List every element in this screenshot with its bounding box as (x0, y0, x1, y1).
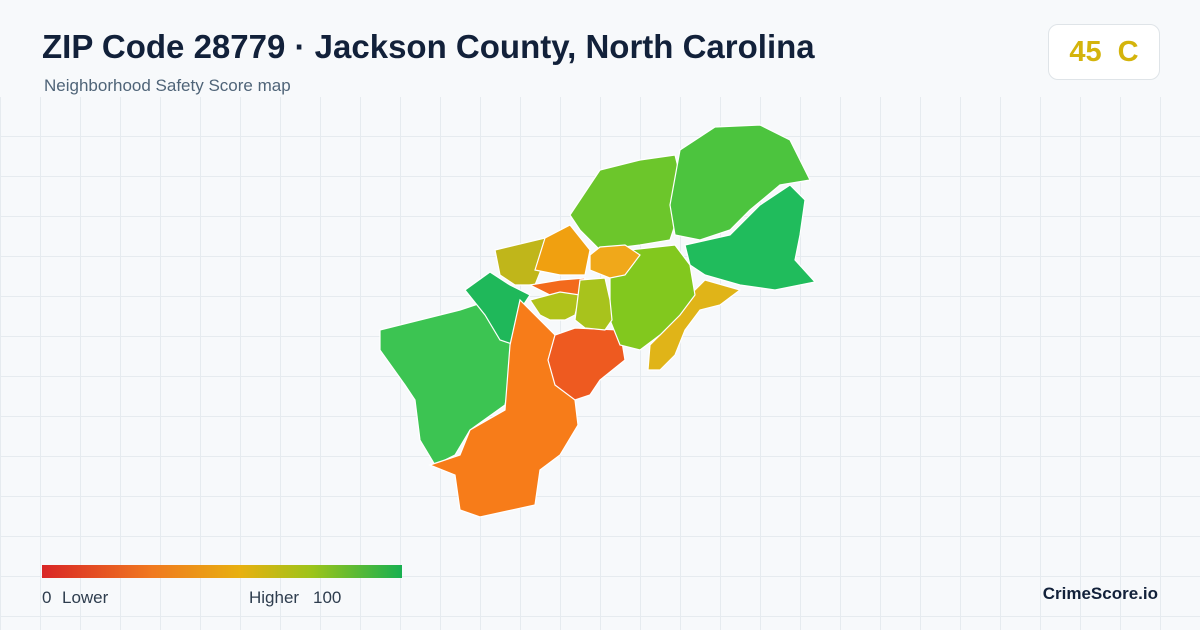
legend-low: Lower (62, 588, 109, 607)
subtitle: Neighborhood Safety Score map (44, 76, 291, 95)
region (589, 244, 641, 279)
legend-high: Higher (249, 588, 300, 607)
region (574, 277, 613, 331)
region (569, 154, 686, 251)
score-badge: 45 C (1048, 24, 1160, 80)
regions (379, 124, 817, 518)
legend-max: 100 (313, 588, 342, 607)
region (609, 244, 696, 351)
title: ZIP Code 28779 · Jackson County, North C… (42, 28, 815, 65)
score-value: 45 (1069, 35, 1102, 68)
brand: CrimeScore.io (1042, 584, 1158, 603)
legend-min: 0 (42, 588, 52, 607)
region (534, 224, 591, 276)
region (684, 184, 817, 291)
legend-gradient (42, 565, 402, 578)
region (529, 291, 581, 321)
score-grade: C (1117, 35, 1139, 68)
region (669, 124, 811, 241)
header: ZIP Code 28779 · Jackson County, North C… (0, 0, 1200, 97)
